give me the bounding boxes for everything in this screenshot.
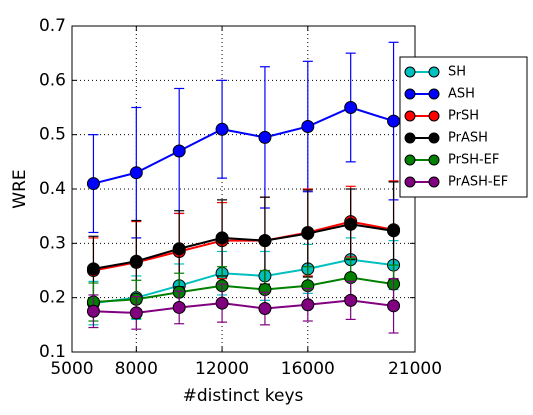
x-tick-label: 16000: [281, 359, 335, 379]
y-tick-label: 0.5: [39, 125, 66, 145]
legend-marker: [404, 88, 416, 100]
data-point: [258, 302, 272, 316]
data-point: [387, 224, 401, 238]
series-line: [93, 220, 394, 272]
y-tick-label: 0.4: [39, 179, 66, 199]
legend-label: PrSH-EF: [448, 153, 499, 168]
legend-marker: [428, 66, 440, 78]
data-point: [172, 242, 186, 256]
y-tick-label: 0.6: [39, 70, 66, 90]
x-tick-label: 12000: [195, 359, 249, 379]
legend-marker: [428, 110, 440, 122]
legend-label: PrASH: [448, 131, 488, 146]
series-line: [93, 106, 394, 185]
series-line: [93, 258, 394, 305]
legend-marker: [428, 154, 440, 166]
series-line: [93, 223, 394, 270]
legend: SH ASH PrSH PrASH PrSH-EF PrASH-EF: [399, 56, 528, 198]
legend-marker: [428, 132, 440, 144]
data-point: [301, 120, 315, 134]
y-tick-label: 0.2: [39, 288, 66, 308]
legend-marker: [404, 132, 416, 144]
data-point: [172, 300, 186, 314]
data-point: [129, 254, 143, 268]
data-point: [215, 122, 229, 136]
data-point: [86, 177, 100, 191]
data-point: [215, 231, 229, 245]
data-point: [387, 299, 401, 313]
y-tick-label: 0.1: [39, 342, 66, 362]
x-tick-label: 5000: [50, 359, 93, 379]
data-point: [86, 262, 100, 276]
data-point: [387, 114, 401, 128]
legend-marker: [404, 154, 416, 166]
data-point: [172, 144, 186, 158]
data-point: [86, 304, 100, 318]
legend-label: PrSH: [448, 109, 479, 124]
data-point: [215, 296, 229, 310]
y-tick-label: 0.7: [39, 16, 66, 36]
data-point: [129, 166, 143, 180]
legend-label: ASH: [448, 87, 475, 102]
legend-marker: [428, 176, 440, 188]
x-axis-label: #distinct keys: [183, 386, 304, 406]
data-point: [258, 130, 272, 144]
legend-marker: [404, 176, 416, 188]
y-axis-label: WRE: [10, 169, 30, 208]
data-point: [344, 217, 358, 231]
data-point: [258, 234, 272, 248]
data-point: [129, 306, 143, 320]
legend-box: [399, 56, 528, 198]
y-tick-label: 0.3: [39, 233, 66, 253]
series-line: [93, 276, 394, 304]
legend-marker: [404, 110, 416, 122]
x-tick-label: 8000: [115, 359, 158, 379]
data-point: [344, 293, 358, 307]
legend-label: PrASH-EF: [448, 175, 508, 190]
plot-frame: [71, 25, 416, 353]
x-tick-label: 21000: [388, 359, 442, 379]
legend-label: SH: [448, 65, 466, 80]
series-line: [93, 299, 394, 314]
data-point: [344, 101, 358, 114]
legend-marker: [404, 66, 416, 78]
data-point: [301, 227, 315, 241]
data-point: [301, 298, 315, 312]
legend-marker: [428, 88, 440, 100]
